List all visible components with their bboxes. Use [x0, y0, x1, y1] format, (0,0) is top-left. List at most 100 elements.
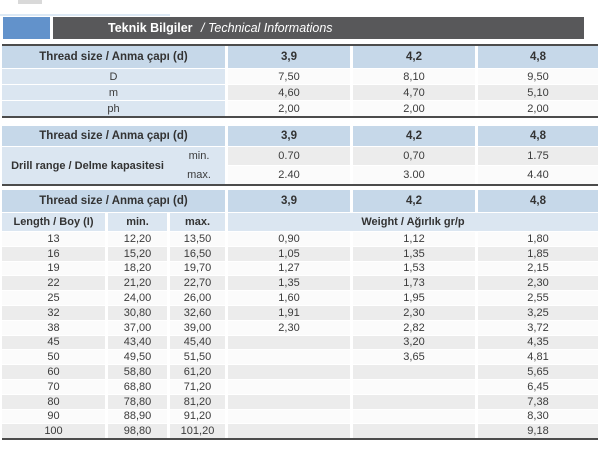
section-title-row: Teknik Bilgiler / Technical Informations [3, 17, 584, 39]
table-thread-dimensions: Thread size / Anma çapı (d) 3,9 4,2 4,8 … [2, 44, 598, 118]
weight-value-4-2: 1,12 [350, 231, 476, 246]
length-weight-row: 45 43,40 45,40 3,20 4,35 [2, 334, 599, 350]
min-value: 98,80 [105, 423, 167, 439]
max-value: 39,00 [167, 319, 226, 335]
page-edge-artifact [18, 0, 42, 4]
section-title-tr: Teknik Bilgiler [108, 21, 193, 35]
col-header-3-9: 3,9 [225, 126, 350, 146]
weight-value-3-9: 0,90 [225, 231, 351, 246]
weight-value-4-2: 1,53 [350, 260, 476, 276]
dimension-row: ph 2,00 2,00 2,00 [2, 100, 598, 116]
weight-value-3-9: 2,30 [225, 319, 351, 335]
min-value: 15,20 [105, 245, 167, 261]
length-weight-row: 32 30,80 32,60 1,91 2,30 3,25 [2, 304, 599, 320]
min-value: 58,80 [105, 364, 167, 379]
min-value: 78,80 [105, 393, 167, 409]
weight-value-4-8: 4,35 [475, 334, 599, 350]
weight-value-4-2: 2,82 [350, 319, 476, 335]
weight-value-4-8: 1,80 [475, 231, 599, 246]
col-header-3-9: 3,9 [225, 190, 351, 212]
title-accent-block [3, 17, 50, 39]
length-weight-row: 50 49,50 51,50 3,65 4,81 [2, 349, 599, 365]
weight-value-4-8: 2,15 [475, 260, 599, 276]
max-value: 16,50 [167, 245, 226, 261]
col-header-4-8: 4,8 [475, 46, 598, 68]
weight-value-3-9: 1,27 [225, 260, 351, 276]
length-weight-row: 25 24,00 26,00 1,60 1,95 2,55 [2, 290, 599, 305]
weight-value-4-8: 5,65 [475, 364, 599, 379]
weight-value-3-9 [225, 408, 351, 424]
length-weight-row: 22 21,20 22,70 1,35 1,73 2,30 [2, 275, 599, 291]
weight-value-4-2: 1,35 [350, 245, 476, 261]
section-title-en: / Technical Informations [201, 21, 333, 35]
min-value: 43,40 [105, 334, 167, 350]
value-cell: 1.75 [475, 146, 598, 165]
max-value: 91,20 [167, 408, 226, 424]
weight-value-4-2 [350, 393, 476, 409]
length-value: 38 [2, 319, 105, 335]
min-header: min. [105, 212, 167, 231]
col-header-4-8: 4,8 [475, 190, 599, 212]
min-value: 21,20 [105, 275, 167, 291]
max-label: max. [173, 165, 225, 184]
length-value: 70 [2, 378, 105, 394]
max-value: 26,00 [167, 290, 226, 305]
weight-value-3-9: 1,35 [225, 275, 351, 291]
length-value: 80 [2, 393, 105, 409]
weight-header: Weight / Ağırlık gr/p [225, 212, 599, 231]
value-cell: 2,00 [475, 100, 598, 116]
value-cell: 0.70 [225, 146, 350, 165]
value-cell: 3.00 [350, 165, 475, 184]
weight-value-3-9: 1,60 [225, 290, 351, 305]
thread-size-header: Thread size / Anma çapı (d) [2, 46, 225, 68]
weight-value-4-2 [350, 408, 476, 424]
dimension-row: m 4,60 4,70 5,10 [2, 84, 598, 100]
length-value: 13 [2, 231, 105, 246]
value-cell: 2,00 [225, 100, 350, 116]
dimension-row: D 7,50 8,10 9,50 [2, 68, 598, 84]
drill-range-min-row: Drill range / Delme kapasitesi min. 0.70… [2, 146, 598, 184]
weight-value-4-2: 1,95 [350, 290, 476, 305]
length-value: 19 [2, 260, 105, 276]
length-weight-row: 100 98,80 101,20 9,18 [2, 423, 599, 439]
table-length-weight: Thread size / Anma çapı (d) 3,9 4,2 4,8 … [2, 190, 599, 441]
length-value: 25 [2, 290, 105, 305]
max-value: 45,40 [167, 334, 226, 350]
value-cell: 2.40 [225, 165, 350, 184]
col-header-3-9: 3,9 [225, 46, 350, 68]
weight-value-4-2: 3,65 [350, 349, 476, 365]
min-value: 88,90 [105, 408, 167, 424]
value-cell: 0,70 [350, 146, 475, 165]
max-value: 101,20 [167, 423, 226, 439]
value-cell: 5,10 [475, 84, 598, 100]
weight-value-4-8: 7,38 [475, 393, 599, 409]
length-weight-row: 60 58,80 61,20 5,65 [2, 364, 599, 379]
length-value: 32 [2, 304, 105, 320]
max-value: 19,70 [167, 260, 226, 276]
length-value: 22 [2, 275, 105, 291]
value-cell: 2,00 [350, 100, 475, 116]
value-cell: 4,60 [225, 84, 350, 100]
thread-size-header: Thread size / Anma çapı (d) [2, 190, 226, 212]
length-value: 45 [2, 334, 105, 350]
max-value: 32,60 [167, 304, 226, 320]
weight-value-4-8: 2,30 [475, 275, 599, 291]
value-cell: 4,70 [350, 84, 475, 100]
length-value: 100 [2, 423, 105, 439]
col-header-4-2: 4,2 [350, 46, 475, 68]
col-header-4-8: 4,8 [475, 126, 598, 146]
value-cell: 4.40 [475, 165, 598, 184]
weight-value-3-9: 1,91 [225, 304, 351, 320]
weight-value-4-2 [350, 423, 476, 439]
dimension-label: ph [2, 100, 225, 116]
max-value: 81,20 [167, 393, 226, 409]
max-header: max. [167, 212, 226, 231]
weight-value-4-8: 2,55 [475, 290, 599, 305]
max-value: 61,20 [167, 364, 226, 379]
length-header: Length / Boy (I) [2, 212, 105, 231]
weight-value-3-9: 1,05 [225, 245, 351, 261]
weight-value-4-2: 2,30 [350, 304, 476, 320]
length-value: 50 [2, 349, 105, 365]
weight-value-3-9 [225, 378, 351, 394]
weight-value-4-2: 1,73 [350, 275, 476, 291]
